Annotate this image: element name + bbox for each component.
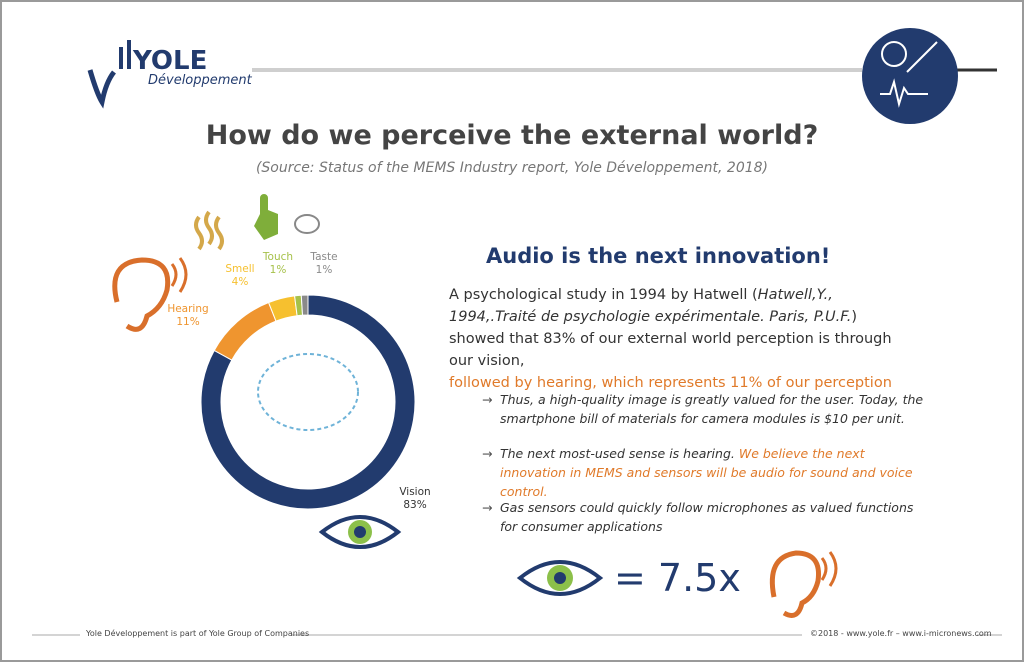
logo-mark (87, 69, 117, 109)
slice-label: Taste (309, 251, 337, 263)
highlight: followed by hearing, which represents 11… (449, 375, 892, 391)
footer-left: Yole Développement is part of Yole Group… (86, 629, 310, 638)
bullet: Thus, a high-quality image is greatly va… (482, 390, 930, 428)
text-segment: The next most-used sense is hearing. (500, 446, 735, 461)
ear-icon (769, 550, 822, 618)
logo-sub: Développement (148, 73, 253, 88)
header-icon-arrow (906, 41, 938, 73)
header-icon-globe (881, 41, 907, 67)
ear-waves (170, 257, 188, 293)
heading: Audio is the next innovation! (486, 244, 831, 268)
brain-icon (257, 353, 359, 431)
donut-slice (213, 301, 277, 361)
logo-name: YOLE (132, 46, 207, 76)
smell-icon (194, 210, 224, 251)
source: (Source: Status of the MEMS Industry rep… (255, 160, 769, 176)
highlight: We believe the next innovation in MEMS a… (500, 446, 913, 499)
text-segment: ) showed that 83% of our external world … (449, 309, 892, 369)
slice-label: Hearing (167, 303, 208, 315)
ear-waves (820, 551, 838, 587)
text-segment: Thus, a high-quality image is greatly va… (500, 392, 924, 426)
eye-pupil (354, 526, 366, 538)
taste-icon (294, 214, 320, 234)
slice-value: 11% (176, 316, 199, 328)
touch-icon (254, 194, 278, 240)
bullet: Gas sensors could quickly follow microph… (482, 498, 930, 536)
citation: Hatwell,Y., 1994,.Traité de psychologie … (449, 287, 852, 325)
donut-slice (300, 294, 309, 316)
equation: = 7.5x (614, 556, 741, 600)
slice-value: 1% (316, 264, 333, 276)
slice-value: 83% (403, 499, 426, 511)
paragraph: A psychological study in 1994 by Hatwell… (449, 284, 909, 394)
logo-bar (127, 40, 131, 69)
slice-label: Vision (399, 486, 430, 498)
header-icon-line (880, 78, 928, 108)
header-icon (862, 28, 958, 124)
bullet: The next most-used sense is hearing. We … (482, 444, 930, 501)
slice-value: 1% (270, 264, 287, 276)
text-segment: A psychological study in 1994 by Hatwell… (449, 287, 758, 303)
footer-right: ©2018 - www.yole.fr – www.i-micronews.co… (810, 629, 992, 638)
donut-slice (200, 294, 416, 510)
logo-bar (119, 47, 123, 69)
slice-label: Touch (262, 251, 293, 263)
title: How do we perceive the external world? (205, 120, 819, 151)
slice-value: 4% (232, 276, 249, 288)
ear-icon (112, 257, 171, 332)
text-segment: Gas sensors could quickly follow microph… (500, 500, 914, 534)
eye-pupil (554, 572, 566, 584)
slice-label: Smell (225, 263, 254, 275)
